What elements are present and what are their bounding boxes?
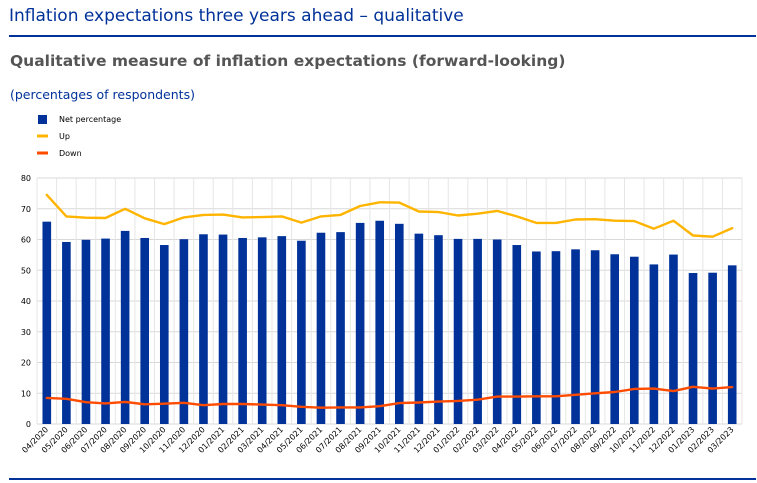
y-tick-label: 50	[21, 266, 31, 275]
bar	[532, 251, 541, 424]
bar	[492, 239, 502, 424]
bar	[669, 254, 678, 424]
bar	[551, 251, 561, 424]
y-tick-label: 30	[21, 328, 31, 337]
bottom-rule	[9, 478, 756, 480]
y-tick-label: 0	[26, 420, 31, 429]
bar	[316, 232, 326, 424]
y-axis: 0 10 20 30 40 50 60 70 80	[21, 174, 31, 429]
bar	[140, 237, 150, 424]
chart-grid	[36, 177, 743, 425]
legend-label: Net percentage	[59, 115, 121, 124]
bar	[42, 221, 52, 424]
bar	[512, 245, 522, 424]
y-tick-label: 20	[21, 359, 31, 368]
line-series	[45, 193, 734, 409]
bar	[590, 250, 600, 424]
legend: Net percentage Up Down	[37, 115, 121, 158]
legend-label: Down	[59, 149, 82, 158]
series-line-up	[45, 193, 734, 238]
bar	[355, 222, 365, 424]
bar	[62, 241, 71, 424]
bar	[159, 245, 169, 424]
bar	[708, 272, 717, 424]
y-tick-label: 40	[21, 297, 31, 306]
legend-swatch-net-percentage	[38, 115, 47, 124]
y-tick-label: 80	[21, 174, 31, 183]
bar	[375, 220, 385, 424]
bar	[610, 254, 620, 424]
bar	[434, 235, 443, 424]
bar	[473, 238, 482, 424]
chart-title: Qualitative measure of inflation expecta…	[10, 52, 566, 70]
bar	[336, 232, 345, 424]
bar	[277, 236, 287, 424]
bar-series	[42, 220, 737, 424]
bar	[199, 234, 208, 424]
bar	[649, 264, 659, 424]
legend-label: Up	[59, 132, 70, 141]
page-title: Inflation expectations three years ahead…	[9, 6, 464, 26]
bar	[238, 237, 247, 424]
bar	[101, 238, 110, 424]
bar	[453, 238, 463, 424]
y-tick-label: 70	[21, 205, 31, 214]
y-tick-label: 60	[21, 236, 31, 245]
bar	[179, 239, 189, 424]
bar	[394, 223, 404, 424]
bar	[414, 233, 424, 424]
bar	[81, 239, 91, 424]
chart-subtitle: (percentages of respondents)	[10, 87, 195, 102]
bar	[727, 265, 737, 424]
bar	[688, 273, 698, 424]
bar	[218, 234, 228, 424]
title-rule	[9, 35, 756, 37]
bar	[571, 249, 580, 424]
y-tick-label: 10	[21, 389, 31, 398]
bar	[629, 256, 639, 424]
bar	[297, 240, 306, 424]
x-axis: 04/202005/202006/202007/202008/202009/20…	[20, 425, 735, 455]
series-line-down	[45, 385, 734, 409]
bar	[120, 230, 130, 424]
bar	[257, 237, 267, 424]
